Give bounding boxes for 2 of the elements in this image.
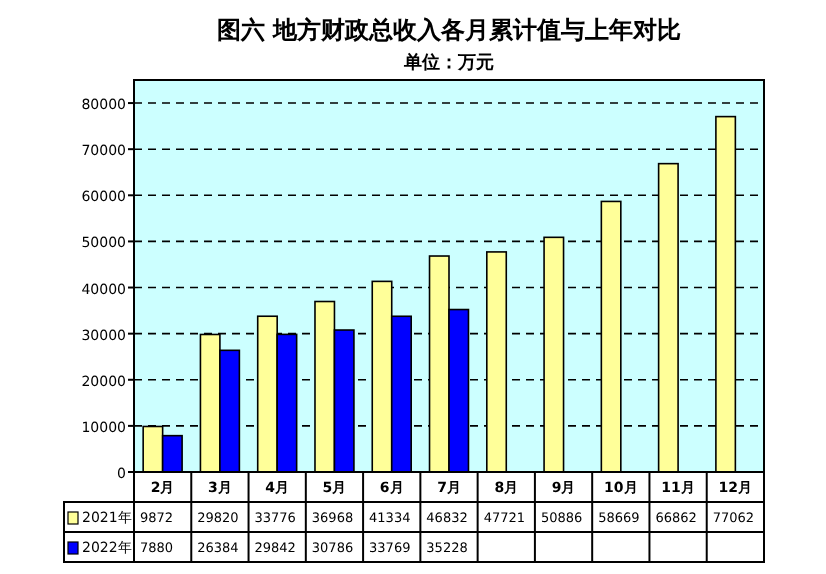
chart-subtitle: 单位：万元 (402, 52, 494, 74)
chart-title: 图六 地方财政总收入各月累计值与上年对比 (216, 16, 682, 44)
